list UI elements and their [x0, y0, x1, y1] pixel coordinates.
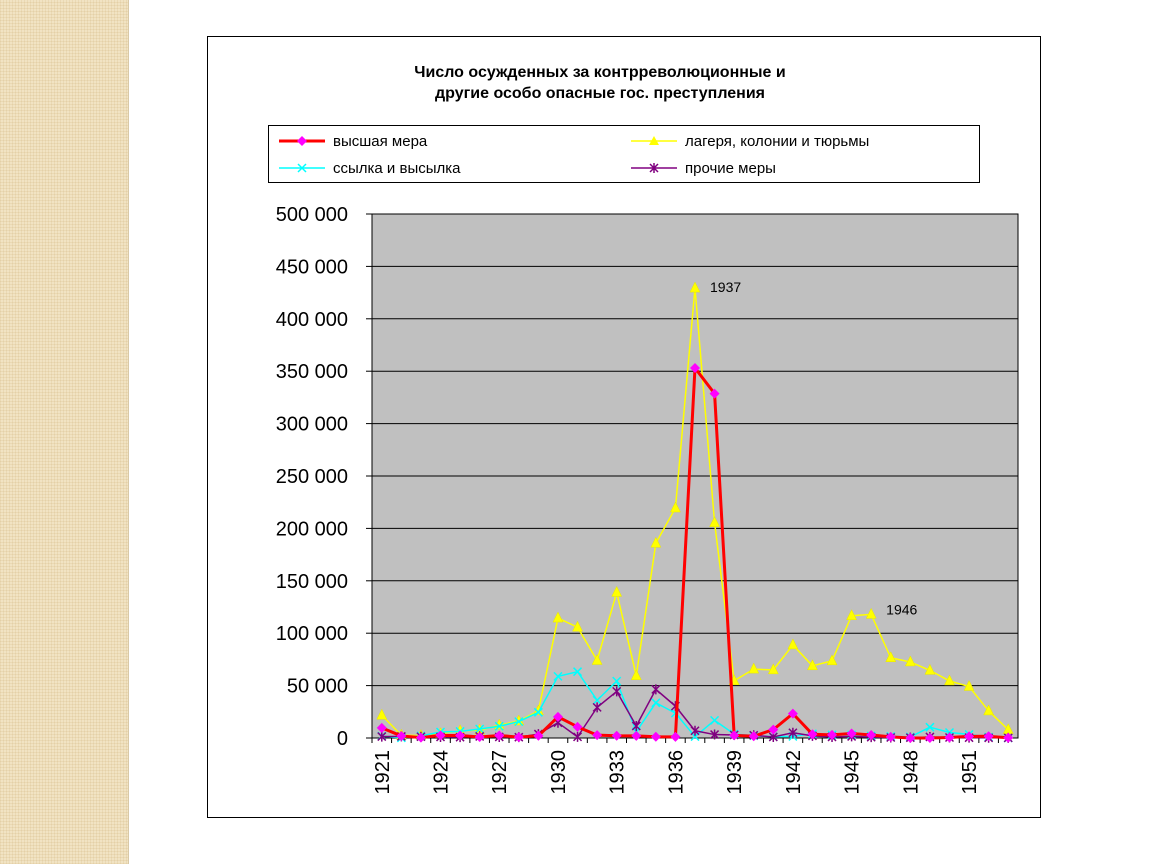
legend-swatch-2: [279, 163, 325, 173]
chart-title-line-1: Число осужденных за контрреволюционные и: [414, 64, 786, 81]
legend-label-1: лагеря, колонии и тюрьмы: [685, 132, 870, 150]
decorative-side-strip: [0, 0, 129, 864]
legend-swatch-1: [631, 136, 677, 145]
legend-label-3: прочие меры: [685, 159, 776, 177]
legend-item-3: прочие меры: [629, 157, 776, 179]
chart-title: Число осужденных за контрреволюционные и…: [250, 62, 950, 104]
legend-item-1: лагеря, колонии и тюрьмы: [629, 130, 869, 152]
legend-item-0: высшая мера: [277, 130, 427, 152]
chart-title-line-2: другие особо опасные гос. преступления: [434, 85, 765, 102]
chart-legend: высшая мера лагеря, колонии и тюрьмы ссы…: [268, 125, 980, 183]
legend-label-0: высшая мера: [333, 132, 428, 150]
legend-item-2: ссылка и высылка: [277, 157, 461, 179]
legend-label-2: ссылка и высылка: [333, 159, 461, 177]
legend-swatch-0: [279, 136, 325, 146]
legend-swatch-3: [631, 163, 677, 173]
